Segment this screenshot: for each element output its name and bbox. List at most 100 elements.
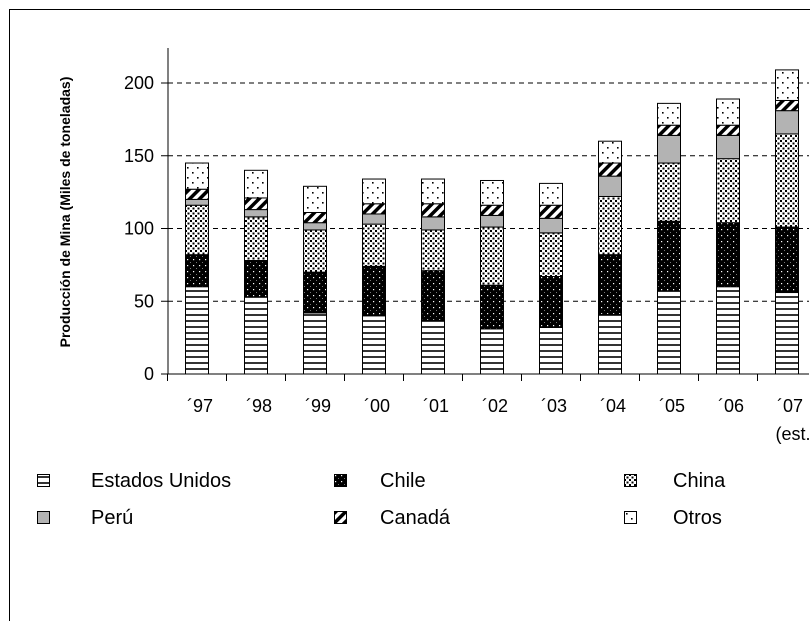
bar-segment-otros bbox=[657, 102, 681, 126]
axes bbox=[161, 48, 809, 381]
x-tick-label: ´00 bbox=[364, 396, 390, 416]
bar-segment-peru bbox=[303, 222, 327, 231]
swatch-china bbox=[624, 474, 637, 487]
bar-segment-estados-unidos bbox=[362, 315, 386, 375]
bar-segment-otros bbox=[421, 178, 445, 205]
bar-segment-estados-unidos bbox=[716, 286, 740, 375]
bar-segment-peru bbox=[185, 198, 209, 206]
bar-segment-china bbox=[185, 204, 209, 256]
grid-lines bbox=[168, 82, 809, 302]
bar-segment-canada bbox=[775, 99, 799, 112]
bar-segment-peru bbox=[598, 175, 622, 197]
x-tick-label: ´98 bbox=[246, 396, 272, 416]
swatch-canada bbox=[334, 511, 347, 524]
bar-segment-canada bbox=[185, 188, 209, 200]
bar-segment-chile bbox=[480, 284, 504, 330]
bar-segment-chile bbox=[716, 222, 740, 288]
bar-segment-otros bbox=[303, 185, 327, 213]
bar-segment-otros bbox=[185, 162, 209, 190]
bar-segment-china bbox=[716, 158, 740, 224]
bar-segment-chile bbox=[421, 270, 445, 321]
bar-segment-estados-unidos bbox=[598, 313, 622, 375]
legend-item-china: China bbox=[624, 468, 725, 494]
bar-segment-peru bbox=[775, 110, 799, 135]
bar-segment-estados-unidos bbox=[421, 319, 445, 375]
bar-segment-china bbox=[657, 162, 681, 222]
bar-segment-canada bbox=[716, 124, 740, 136]
bar-segment-canada bbox=[657, 124, 681, 136]
legend-label: Chile bbox=[380, 469, 426, 492]
x-tick-label: ´01 bbox=[423, 396, 449, 416]
bar-segment-chile bbox=[657, 220, 681, 292]
swatch-otros bbox=[624, 511, 637, 524]
y-tick-label: 150 bbox=[124, 146, 154, 166]
bar-segment-estados-unidos bbox=[775, 292, 799, 375]
bar-segment-estados-unidos bbox=[303, 312, 327, 375]
bar-segment-otros bbox=[716, 98, 740, 126]
bar-segment-peru bbox=[480, 214, 504, 228]
x-tick-label: ´03 bbox=[541, 396, 567, 416]
bar-segment-china bbox=[362, 223, 386, 267]
x-tick-label: ´07 bbox=[777, 396, 803, 416]
bar-segment-otros bbox=[480, 179, 504, 206]
legend-label: Otros bbox=[673, 506, 722, 529]
y-tick-label: 50 bbox=[134, 291, 154, 311]
bar-segment-otros bbox=[775, 69, 799, 101]
legend-item-peru: Perú bbox=[37, 505, 133, 531]
bar-segment-peru bbox=[539, 217, 563, 234]
bar-segment-estados-unidos bbox=[244, 296, 268, 375]
y-axis-label: Producción de Mina (Miles de toneladas) bbox=[57, 77, 73, 348]
legend-label: Perú bbox=[91, 506, 134, 529]
legend-label: Estados Unidos bbox=[91, 469, 232, 492]
bar-segment-peru bbox=[362, 213, 386, 225]
bar-segment-chile bbox=[539, 276, 563, 328]
chart-frame bbox=[9, 9, 810, 621]
swatch-peru bbox=[37, 511, 50, 524]
bar-segment-chile bbox=[598, 254, 622, 315]
legend-item-chile: Chile bbox=[334, 468, 426, 494]
bar-segment-estados-unidos bbox=[185, 286, 209, 375]
y-tick-label: 200 bbox=[124, 73, 154, 93]
bar-segment-peru bbox=[421, 216, 445, 231]
swatch-chile bbox=[334, 474, 347, 487]
bar-segment-chile bbox=[185, 254, 209, 288]
legend-label: China bbox=[673, 469, 726, 492]
axis-labels: 0 50 100 150 200 ´97 ´98 ´99 ´00 ´01 ´02 ´03 ´04 ´05 ´… bbox=[124, 73, 810, 444]
x-tick-sublabel: (est.) bbox=[775, 424, 810, 444]
bar-segment-otros bbox=[539, 182, 563, 206]
bar-segment-peru bbox=[657, 134, 681, 164]
x-tick-label: ´99 bbox=[305, 396, 331, 416]
x-tick-label: ´05 bbox=[659, 396, 685, 416]
bars bbox=[185, 69, 799, 375]
y-tick-label: 100 bbox=[124, 219, 154, 239]
legend-label: Canadá bbox=[380, 506, 451, 529]
bar-segment-china bbox=[775, 133, 799, 228]
bar-segment-china bbox=[480, 226, 504, 286]
bar-segment-china bbox=[244, 216, 268, 262]
bar-segment-china bbox=[421, 229, 445, 272]
bar-segment-canada bbox=[421, 203, 445, 218]
bar-segment-otros bbox=[362, 178, 386, 205]
bar-segment-canada bbox=[598, 162, 622, 177]
bar-segment-otros bbox=[598, 140, 622, 164]
bar-segment-otros bbox=[244, 169, 268, 199]
bar-segment-chile bbox=[244, 260, 268, 298]
bar-segment-peru bbox=[244, 209, 268, 218]
bar-segment-china bbox=[539, 232, 563, 278]
bar-segment-chile bbox=[362, 265, 386, 317]
bar-segment-canada bbox=[244, 197, 268, 211]
bar-segment-canada bbox=[480, 204, 504, 216]
bar-segment-chile bbox=[303, 271, 327, 314]
bar-segment-china bbox=[598, 195, 622, 256]
bar-segment-peru bbox=[716, 134, 740, 160]
bar-segment-chile bbox=[775, 226, 799, 294]
bar-segment-canada bbox=[362, 203, 386, 215]
swatch-estados-unidos bbox=[37, 474, 50, 487]
bar-segment-estados-unidos bbox=[657, 290, 681, 375]
bar-segment-estados-unidos bbox=[480, 328, 504, 375]
y-tick-label: 0 bbox=[144, 364, 154, 384]
legend-item-canada: Canadá bbox=[334, 505, 450, 531]
legend-item-otros: Otros bbox=[624, 505, 722, 531]
bar-segment-china bbox=[303, 229, 327, 273]
